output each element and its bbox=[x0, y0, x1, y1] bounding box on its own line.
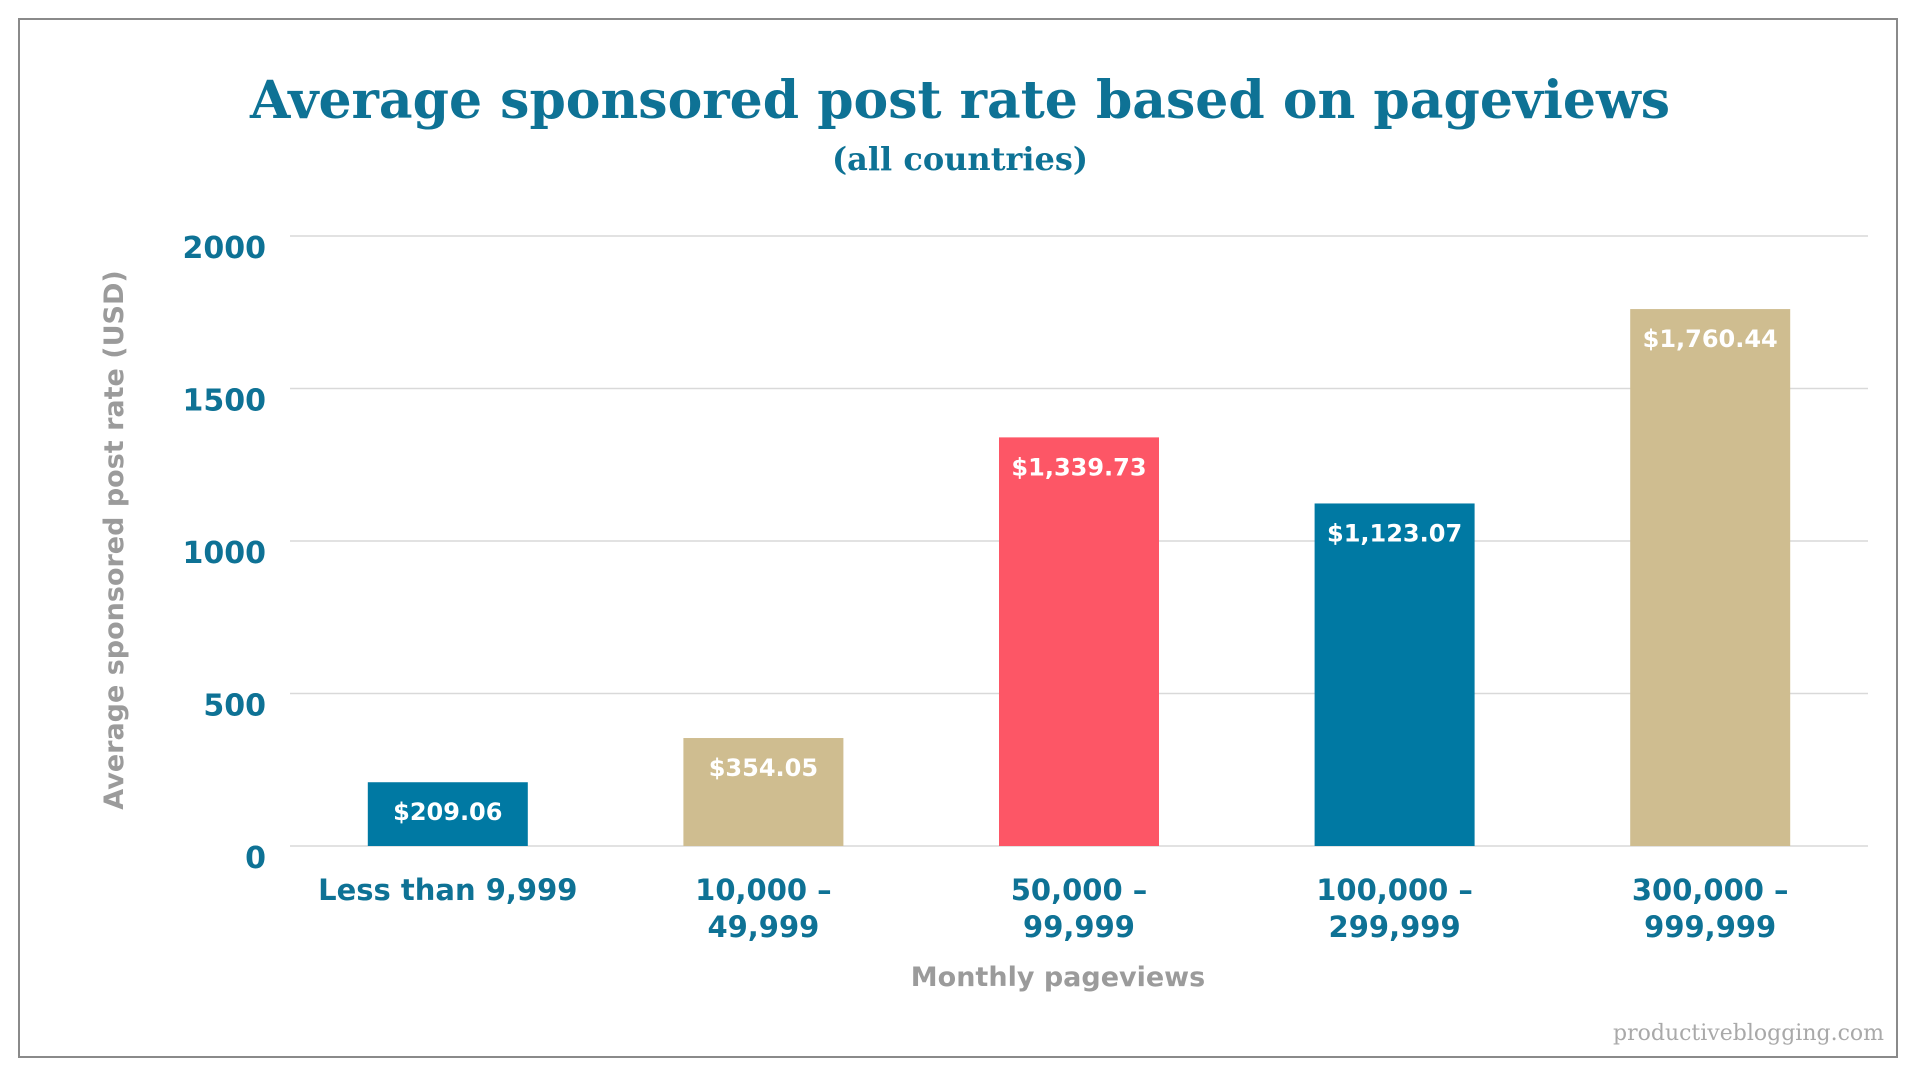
bar-value-label: $209.06 bbox=[393, 798, 502, 826]
x-tick-label: 100,000 –299,999 bbox=[1316, 873, 1473, 944]
x-tick-label: Less than 9,999 bbox=[318, 873, 577, 907]
x-axis-ticks: Less than 9,999 10,000 –49,999 50,000 –99,… bbox=[318, 873, 1788, 944]
watermark: productiveblogging.com bbox=[1613, 1021, 1884, 1046]
y-tick-label: 0 bbox=[245, 841, 266, 876]
bar-value-label: $1,760.44 bbox=[1643, 325, 1778, 353]
y-tick-label: 500 bbox=[203, 689, 266, 724]
x-axis-label: Monthly pageviews bbox=[911, 962, 1205, 993]
chart-title: Average sponsored post rate based on pag… bbox=[249, 70, 1670, 131]
bar-4 bbox=[1315, 503, 1475, 846]
bar-value-label: $1,123.07 bbox=[1327, 519, 1462, 547]
y-tick-label: 1000 bbox=[183, 536, 267, 571]
y-tick-label: 1500 bbox=[183, 384, 267, 419]
x-tick-label: 50,000 –99,999 bbox=[1011, 873, 1148, 944]
chart-subtitle: (all countries) bbox=[832, 140, 1088, 178]
x-tick-label: 10,000 –49,999 bbox=[695, 873, 832, 944]
bar-5 bbox=[1630, 309, 1790, 846]
bar-value-label: $354.05 bbox=[709, 754, 818, 782]
bar-value-label: $1,339.73 bbox=[1011, 453, 1146, 481]
bar-3 bbox=[999, 437, 1159, 846]
y-axis-ticks: 0 500 1000 1500 2000 bbox=[183, 231, 267, 876]
y-axis-label: Average sponsored post rate (USD) bbox=[99, 270, 130, 809]
x-tick-label: 300,000 –999,999 bbox=[1632, 873, 1789, 944]
y-tick-label: 2000 bbox=[183, 231, 267, 266]
bars bbox=[368, 309, 1790, 846]
